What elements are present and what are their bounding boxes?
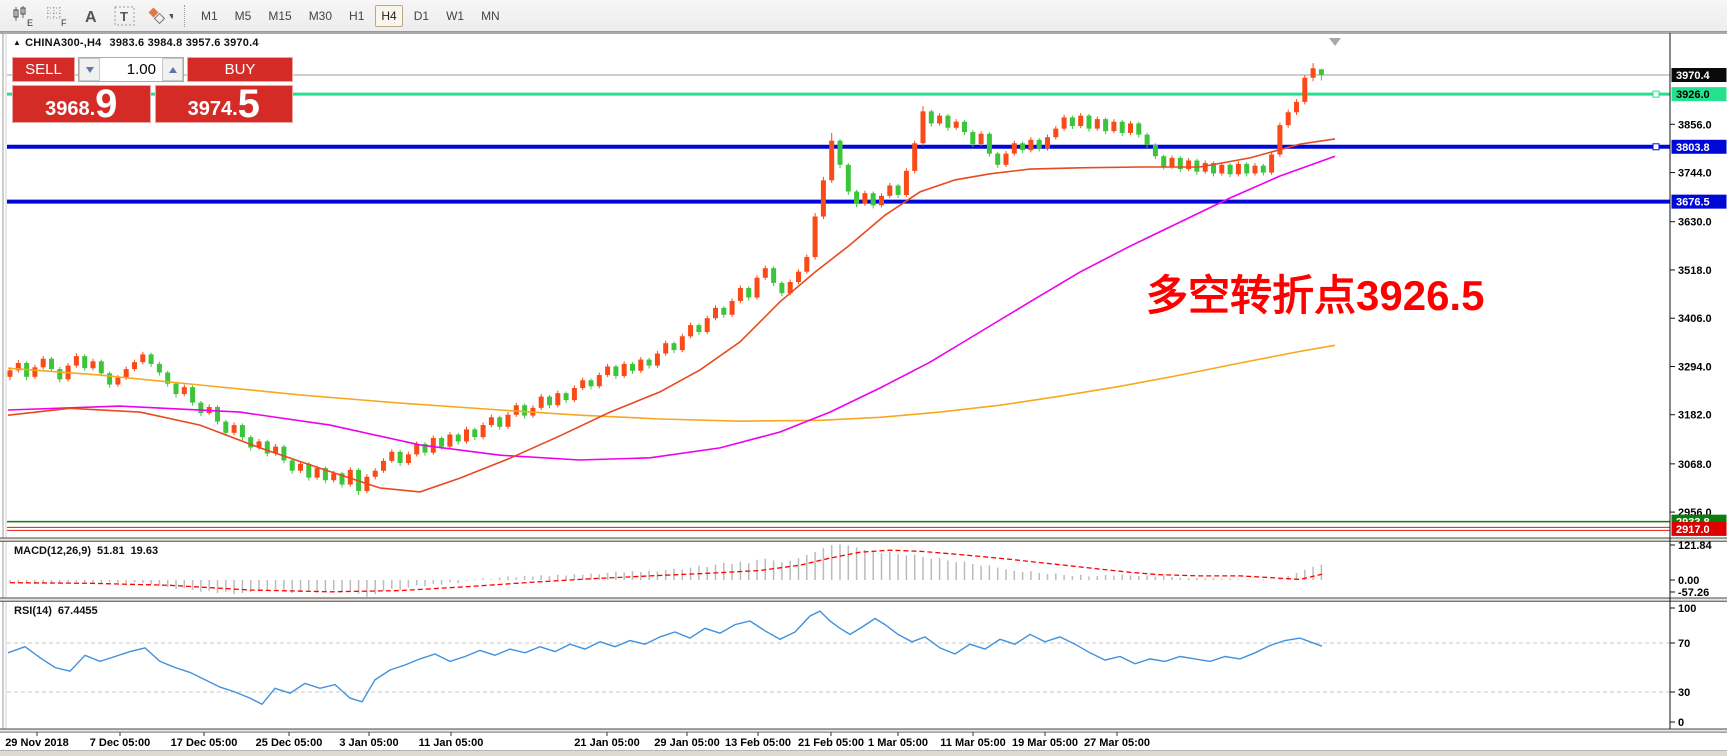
- svg-text:7 Dec 05:00: 7 Dec 05:00: [90, 737, 151, 749]
- svg-text:0: 0: [1678, 717, 1684, 729]
- rsi-panel: [7, 610, 1670, 706]
- moving-averages: [7, 138, 1336, 493]
- svg-text:29 Jan 05:00: 29 Jan 05:00: [654, 737, 719, 749]
- svg-text:3970.4: 3970.4: [1676, 70, 1711, 82]
- svg-text:3856.0: 3856.0: [1678, 119, 1712, 131]
- buy-button[interactable]: BUY: [187, 57, 293, 82]
- svg-text:T: T: [120, 9, 128, 24]
- svg-text:100: 100: [1678, 603, 1696, 615]
- svg-text:27 Mar 05:00: 27 Mar 05:00: [1084, 737, 1150, 749]
- svg-text:3630.0: 3630.0: [1678, 217, 1712, 229]
- svg-text:3068.0: 3068.0: [1678, 459, 1712, 471]
- volume-decrease-button[interactable]: [79, 58, 100, 81]
- svg-text:E: E: [27, 18, 33, 28]
- chart-title: ▲ CHINA300-,H4 3983.6 3984.8 3957.6 3970.4: [13, 37, 259, 49]
- svg-text:19 Mar 05:00: 19 Mar 05:00: [1012, 737, 1078, 749]
- rsi-name: RSI(14): [14, 605, 52, 617]
- svg-text:3676.5: 3676.5: [1676, 197, 1710, 209]
- chart-symbol: CHINA300-,H4: [25, 37, 102, 49]
- price-axis[interactable]: 3856.0 3744.0 3630.0 3518.0 3406.0 3294.0 3182…: [1669, 33, 1727, 729]
- sell-price-main: 3968: [45, 98, 90, 120]
- buy-price-dot: .: [232, 98, 238, 120]
- chevron-down-icon: [85, 66, 94, 73]
- svg-text:3 Jan 05:00: 3 Jan 05:00: [339, 737, 398, 749]
- trade-panel: SELL 1.00 BUY 3968 . 9 3974 . 5: [12, 57, 293, 127]
- sell-price[interactable]: 3968 . 9: [12, 82, 151, 127]
- status-strip: [0, 750, 1727, 756]
- macd-panel: [9, 544, 1323, 597]
- symbol-triangle-icon[interactable]: ▲: [13, 38, 22, 47]
- macd-value-main: 51.81: [97, 545, 125, 557]
- chart-ohlc: 3983.6 3984.8 3957.6 3970.4: [109, 37, 259, 49]
- svg-text:30: 30: [1678, 687, 1690, 699]
- text-box-icon[interactable]: T: [110, 3, 140, 29]
- rsi-value: 67.4455: [57, 605, 98, 617]
- buy-price-main: 3974: [187, 98, 233, 120]
- svg-text:2917.0: 2917.0: [1676, 524, 1710, 536]
- svg-text:70: 70: [1678, 638, 1690, 650]
- svg-text:3182.0: 3182.0: [1678, 410, 1712, 422]
- timeframe-h1-button[interactable]: H1: [349, 8, 365, 23]
- svg-text:11 Jan 05:00: 11 Jan 05:00: [419, 737, 484, 749]
- macd-name: MACD(12,26,9): [14, 545, 92, 557]
- svg-text:25 Dec 05:00: 25 Dec 05:00: [256, 737, 323, 749]
- svg-text:121.84: 121.84: [1678, 540, 1713, 552]
- timeframe-h4-button[interactable]: H4: [375, 4, 403, 27]
- timeframe-m5-button[interactable]: M5: [234, 8, 252, 23]
- candlesticks: [7, 63, 1324, 495]
- svg-text:29 Nov 2018: 29 Nov 2018: [5, 737, 69, 749]
- chart-shift-marker-icon: [1329, 38, 1341, 46]
- text-label-icon[interactable]: A: [76, 3, 106, 29]
- timeframe-m15-button[interactable]: M15: [268, 8, 292, 23]
- svg-text:17 Dec 05:00: 17 Dec 05:00: [171, 737, 238, 749]
- svg-text:21 Feb 05:00: 21 Feb 05:00: [798, 737, 864, 749]
- timeframe-mn-button[interactable]: MN: [481, 8, 500, 23]
- rsi-label: RSI(14) 67.4455: [14, 605, 98, 617]
- sell-price-dot: .: [89, 98, 96, 120]
- svg-text:3406.0: 3406.0: [1678, 313, 1712, 325]
- svg-text:1 Mar 05:00: 1 Mar 05:00: [868, 737, 928, 749]
- chevron-up-icon: [168, 66, 177, 73]
- arrange-objects-icon[interactable]: [144, 3, 174, 29]
- sell-price-frac: 9: [95, 82, 118, 127]
- svg-text:21 Jan 05:00: 21 Jan 05:00: [574, 737, 639, 749]
- svg-text:11 Mar 05:00: 11 Mar 05:00: [940, 737, 1005, 749]
- time-axis[interactable]: 29 Nov 2018 7 Dec 05:00 17 Dec 05:00 25 Dec…: [0, 732, 1727, 750]
- toolbar: E F A T M1 M5 M15 M30 H1 H4 D1 W1 MN: [0, 0, 1727, 32]
- svg-text:3518.0: 3518.0: [1678, 265, 1712, 277]
- main-chart: [0, 32, 1727, 756]
- volume-stepper: 1.00: [78, 57, 184, 82]
- sell-button[interactable]: SELL: [12, 57, 75, 82]
- expert-charts-icon[interactable]: E: [8, 3, 38, 29]
- svg-text:3803.8: 3803.8: [1676, 142, 1710, 154]
- timeframe-d1-button[interactable]: D1: [413, 8, 430, 23]
- timeframe-m1-button[interactable]: M1: [201, 8, 218, 23]
- buy-price[interactable]: 3974 . 5: [154, 82, 293, 127]
- svg-text:0.00: 0.00: [1678, 575, 1699, 587]
- svg-text:F: F: [61, 18, 67, 28]
- toolbar-separator: [184, 4, 185, 27]
- volume-input[interactable]: 1.00: [126, 61, 156, 78]
- svg-text:3744.0: 3744.0: [1678, 168, 1712, 180]
- timeframe-buttons: M1 M5 M15 M30 H1 H4 D1 W1 MN: [195, 4, 511, 27]
- svg-text:-57.26: -57.26: [1678, 587, 1709, 599]
- svg-text:3294.0: 3294.0: [1678, 361, 1712, 373]
- volume-increase-button[interactable]: [162, 58, 183, 81]
- macd-label: MACD(12,26,9) 51.81 19.63: [14, 545, 158, 557]
- timeframe-w1-button[interactable]: W1: [446, 8, 465, 23]
- svg-text:A: A: [85, 9, 97, 26]
- buy-price-frac: 5: [237, 82, 260, 127]
- svg-text:3926.0: 3926.0: [1676, 89, 1710, 101]
- chart-text-annotation[interactable]: 多空转折点3926.5: [1146, 272, 1485, 319]
- grid-snap-icon[interactable]: F: [42, 3, 72, 29]
- timeframe-m30-button[interactable]: M30: [308, 8, 333, 23]
- macd-value-signal: 19.63: [130, 545, 159, 557]
- svg-text:13 Feb 05:00: 13 Feb 05:00: [725, 737, 791, 749]
